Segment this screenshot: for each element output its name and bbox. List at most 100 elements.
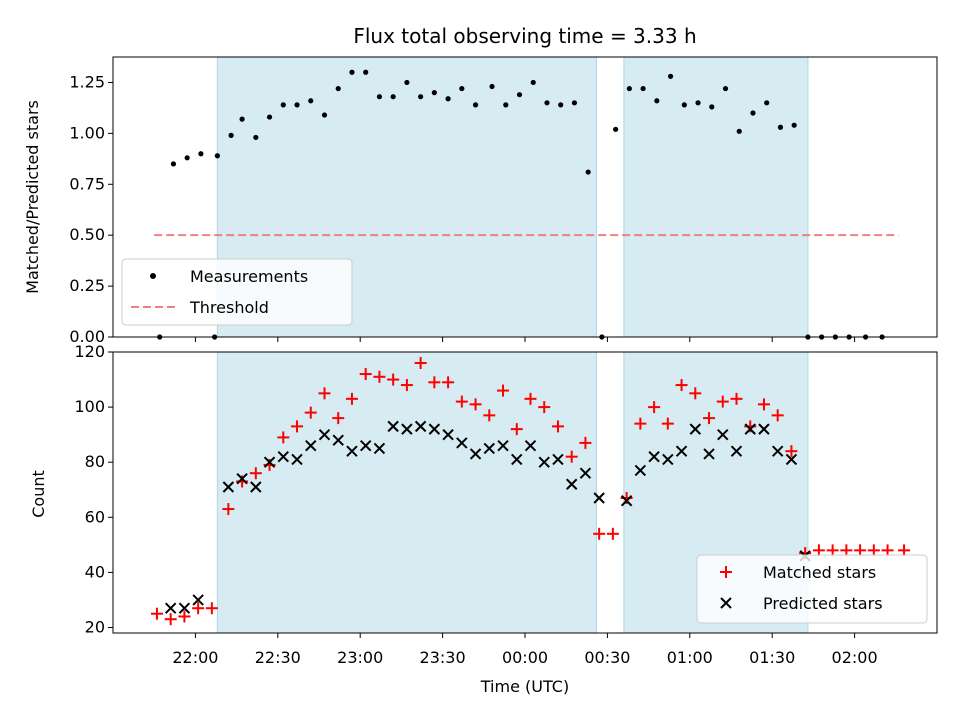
measurement-point — [363, 69, 369, 75]
x-tick-label: 23:30 — [420, 648, 466, 667]
measurement-point — [626, 85, 632, 92]
predicted-star-stroke — [291, 453, 303, 466]
bottom-y-tick-label: 60 — [85, 507, 105, 526]
predicted-star-stroke — [579, 467, 592, 479]
bottom-y-tick-label: 120 — [74, 342, 105, 361]
measurement-point — [722, 85, 729, 92]
bottom-legend: Matched stars Predicted stars — [696, 554, 928, 624]
predicted-star-stroke — [277, 450, 290, 463]
top-y-tick-label: 0.50 — [69, 225, 105, 244]
predicted-star-stroke — [744, 423, 756, 435]
matched-star-point — [881, 544, 894, 557]
matched-star-point — [606, 527, 619, 540]
predicted-star-point — [456, 437, 468, 449]
matched-star-point — [867, 544, 880, 557]
matched-star-point — [593, 527, 606, 540]
measurement-point — [613, 126, 619, 132]
measurement-point — [640, 85, 646, 92]
bottom-y-tick-label: 40 — [85, 562, 105, 581]
measurement-point — [764, 100, 770, 106]
predicted-star-point — [305, 439, 317, 452]
measurement-point — [214, 153, 220, 159]
predicted-star-point — [511, 453, 523, 466]
top-y-tick-label: 0.75 — [69, 174, 105, 193]
predicted-star-point — [634, 464, 647, 477]
predicted-star-point — [703, 448, 715, 460]
matched-star-point — [387, 373, 400, 386]
matched-star-point — [304, 406, 317, 419]
predicted-star-stroke — [456, 437, 468, 449]
bottom-y-tick-label: 100 — [74, 397, 105, 416]
matched-star-point — [469, 398, 482, 411]
matched-star-point — [840, 544, 853, 557]
predicted-star-stroke — [178, 602, 191, 614]
measurement-point — [571, 100, 578, 106]
measurement-point — [472, 102, 479, 108]
predicted-star-point — [648, 450, 660, 463]
measurement-point — [266, 114, 273, 120]
measurement-point — [750, 110, 756, 116]
matched-star-point — [854, 544, 867, 557]
measurement-point — [489, 83, 495, 90]
top-y-tick-label: 0.00 — [69, 327, 105, 346]
matched-star-point — [757, 398, 770, 411]
predicted-star-point — [483, 442, 496, 455]
matched-star-point — [442, 376, 455, 389]
predicted-star-stroke — [730, 445, 743, 457]
matched-star-point — [579, 436, 592, 449]
matched-star-point — [634, 417, 647, 430]
matched-star-point — [898, 544, 911, 557]
measurement-point — [184, 155, 190, 161]
measurement-point — [239, 116, 245, 122]
predicted-star-stroke — [565, 478, 578, 490]
predicted-star-stroke — [359, 439, 372, 452]
matched-star-point — [164, 613, 177, 626]
matched-star-point — [675, 379, 688, 392]
measurement-point — [445, 96, 451, 102]
predicted-star-stroke — [414, 420, 427, 433]
predicted-star-point — [428, 423, 441, 435]
x-tick-label: 01:30 — [749, 648, 795, 667]
predicted-star-point — [291, 453, 303, 466]
predicted-star-point — [785, 453, 798, 466]
legend-matched-marker — [720, 566, 732, 578]
matched-star-point — [249, 467, 262, 480]
predicted-star-stroke — [236, 473, 248, 485]
matched-star-point — [661, 417, 674, 430]
matched-star-point — [497, 384, 510, 397]
x-tick-label: 01:00 — [667, 648, 713, 667]
predicted-star-point — [401, 423, 413, 435]
predicted-star-point — [263, 456, 276, 468]
predicted-star-stroke — [717, 428, 729, 441]
measurement-point — [308, 98, 314, 104]
predicted-star-point — [414, 420, 427, 433]
x-axis-label: Time (UTC) — [480, 677, 569, 696]
legend-predicted-label: Predicted stars — [763, 594, 883, 613]
bottom-legend-frame — [696, 554, 928, 624]
measurement-point — [791, 122, 797, 128]
predicted-star-point — [387, 420, 399, 433]
matched-star-point — [524, 392, 537, 405]
predicted-star-point — [565, 478, 578, 490]
predicted-star-stroke — [771, 445, 784, 457]
legend-measurements-label: Measurements — [190, 267, 308, 286]
measurement-point — [503, 102, 509, 108]
measurement-point — [321, 112, 328, 118]
predicted-star-stroke — [373, 442, 386, 455]
measurement-point — [253, 134, 259, 141]
predicted-star-stroke — [164, 602, 177, 614]
predicted-star-stroke — [593, 492, 605, 504]
matched-star-point — [716, 395, 729, 408]
matched-star-point — [812, 544, 825, 557]
predicted-star-point — [758, 423, 770, 435]
legend-threshold-label: Threshold — [189, 298, 269, 317]
measurement-point — [777, 124, 784, 130]
predicted-star-stroke — [332, 434, 344, 446]
predicted-star-point — [442, 428, 454, 441]
matched-star-point — [455, 395, 468, 408]
measurement-point — [544, 100, 550, 106]
top-y-tick-label: 0.25 — [69, 276, 105, 295]
predicted-star-point — [744, 423, 756, 435]
matched-star-point — [318, 387, 331, 400]
